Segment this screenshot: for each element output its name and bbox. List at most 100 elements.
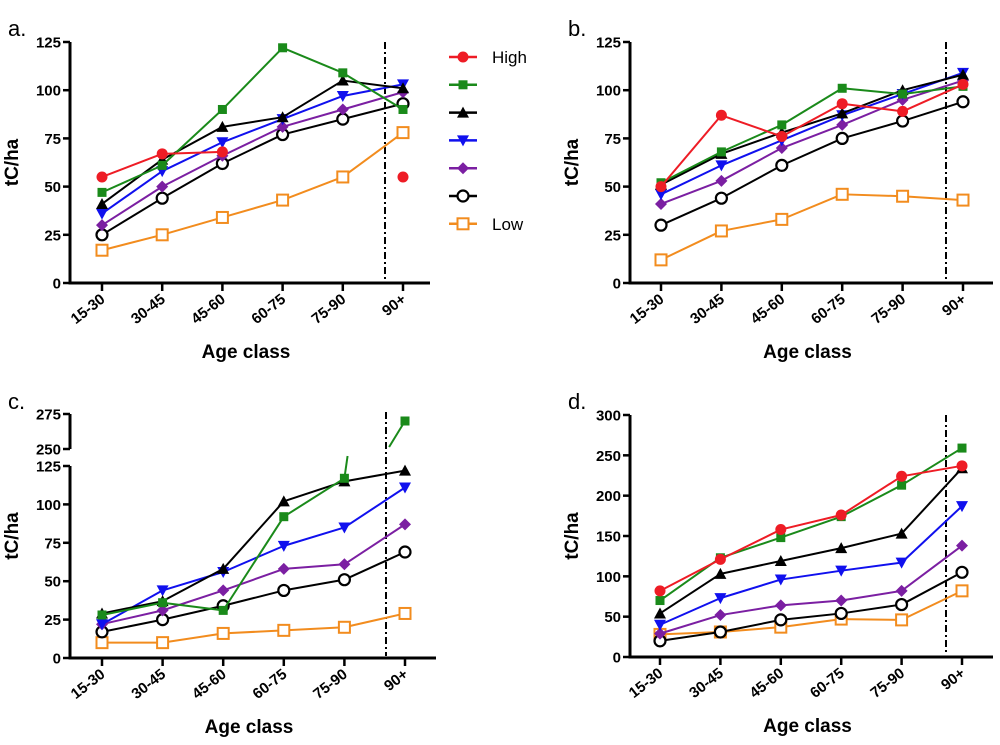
data-point [655, 596, 665, 606]
series-line-segment [101, 197, 163, 236]
series-line-segment [221, 47, 284, 111]
series-line-segment [780, 547, 842, 562]
series-series-2 [656, 81, 968, 188]
series-line-segment [162, 604, 224, 621]
series-line-segment [900, 505, 963, 564]
x-tick-label: 90+ [939, 291, 970, 320]
series-line-segment [162, 150, 223, 155]
data-point [277, 623, 291, 637]
data-point [400, 416, 410, 426]
data-point [895, 114, 910, 128]
data-point [714, 224, 728, 238]
data-point [96, 171, 108, 183]
data-point [156, 604, 169, 617]
data-point [716, 147, 726, 157]
data-point [277, 562, 290, 575]
y-tick-label: 125 [596, 35, 621, 52]
data-point [896, 470, 908, 482]
data-point [399, 518, 411, 531]
y-tick-label: 100 [36, 83, 61, 100]
series-line-segment [222, 199, 283, 219]
legend-entry: Low [449, 215, 524, 234]
data-point [777, 120, 787, 130]
series-line-segment [162, 568, 224, 603]
series-line-segment [902, 73, 964, 92]
series-line-segment [222, 589, 285, 607]
data-point [836, 98, 848, 110]
series-line-segment [841, 603, 902, 615]
data-point [157, 160, 167, 170]
x-tick-label: 45-60 [188, 291, 229, 328]
series-series-6 [654, 95, 970, 232]
series-line-segment [221, 125, 284, 157]
data-point [96, 619, 108, 631]
series-line-segment [283, 526, 345, 547]
data-point [775, 212, 789, 226]
legend-marker-icon [456, 217, 470, 231]
series-line-segment [720, 618, 781, 633]
data-point [399, 464, 411, 476]
series-line-segment [719, 528, 782, 561]
series-line-segment [720, 164, 783, 200]
y-tick-label: 150 [596, 529, 621, 546]
data-point [654, 619, 666, 631]
legend-marker-icon [457, 51, 469, 63]
series-line-segment [720, 560, 782, 575]
x-tick-label: 30-45 [128, 666, 169, 703]
series-series-6 [95, 97, 410, 242]
series-line-segment [721, 218, 782, 232]
y-tick-label: 0 [613, 276, 621, 293]
data-point [217, 562, 230, 574]
x-axis-title: Age class [763, 342, 852, 363]
series-high [96, 146, 409, 183]
legend-label: Low [492, 215, 524, 234]
series-line-segment [660, 164, 722, 196]
y-tick-label: 25 [44, 227, 61, 244]
series-line-segment [161, 125, 223, 161]
series-line-segment [223, 629, 284, 635]
series-line-segment [282, 108, 344, 128]
series-line-segment [781, 112, 843, 134]
data-point [217, 584, 230, 597]
data-point [216, 137, 229, 149]
data-point [957, 68, 969, 80]
data-point [337, 620, 351, 634]
series-series-2 [97, 43, 408, 197]
series-line-segment [222, 500, 285, 570]
series-series-6 [653, 565, 969, 648]
series-line-segment [902, 85, 964, 96]
y-tick-label: 75 [604, 131, 621, 148]
y-tick-label: 125 [36, 35, 61, 52]
data-point [336, 74, 349, 86]
series-high [654, 460, 968, 597]
series-line-segment [780, 515, 842, 539]
series-series-6 [95, 545, 412, 639]
data-point [156, 148, 168, 160]
series-line-segment [780, 599, 842, 607]
legend-marker-icon [457, 162, 469, 175]
data-point [714, 191, 729, 205]
legend-marker-icon [458, 80, 468, 90]
data-point [713, 625, 728, 639]
data-point [654, 253, 668, 267]
series-line-segment [660, 179, 722, 205]
y-tick-label: 0 [613, 650, 621, 667]
x-tick-label: 15-30 [68, 291, 109, 328]
x-tick-label: 90+ [938, 665, 969, 694]
data-point [896, 189, 910, 203]
x-axis-title: Age class [202, 342, 291, 363]
series-line-segment [901, 571, 963, 606]
data-point [835, 542, 848, 554]
legend-marker-icon [457, 135, 469, 147]
data-point [714, 593, 727, 605]
series-series-5 [655, 74, 969, 210]
x-tick-label: 90+ [379, 291, 410, 320]
data-point [897, 105, 909, 117]
legend-marker-icon [457, 106, 469, 118]
data-point [278, 43, 288, 53]
x-tick-label: 75-90 [868, 291, 909, 328]
data-point [277, 583, 291, 598]
series-line-segment [344, 469, 406, 483]
series-line-segment [282, 46, 344, 74]
